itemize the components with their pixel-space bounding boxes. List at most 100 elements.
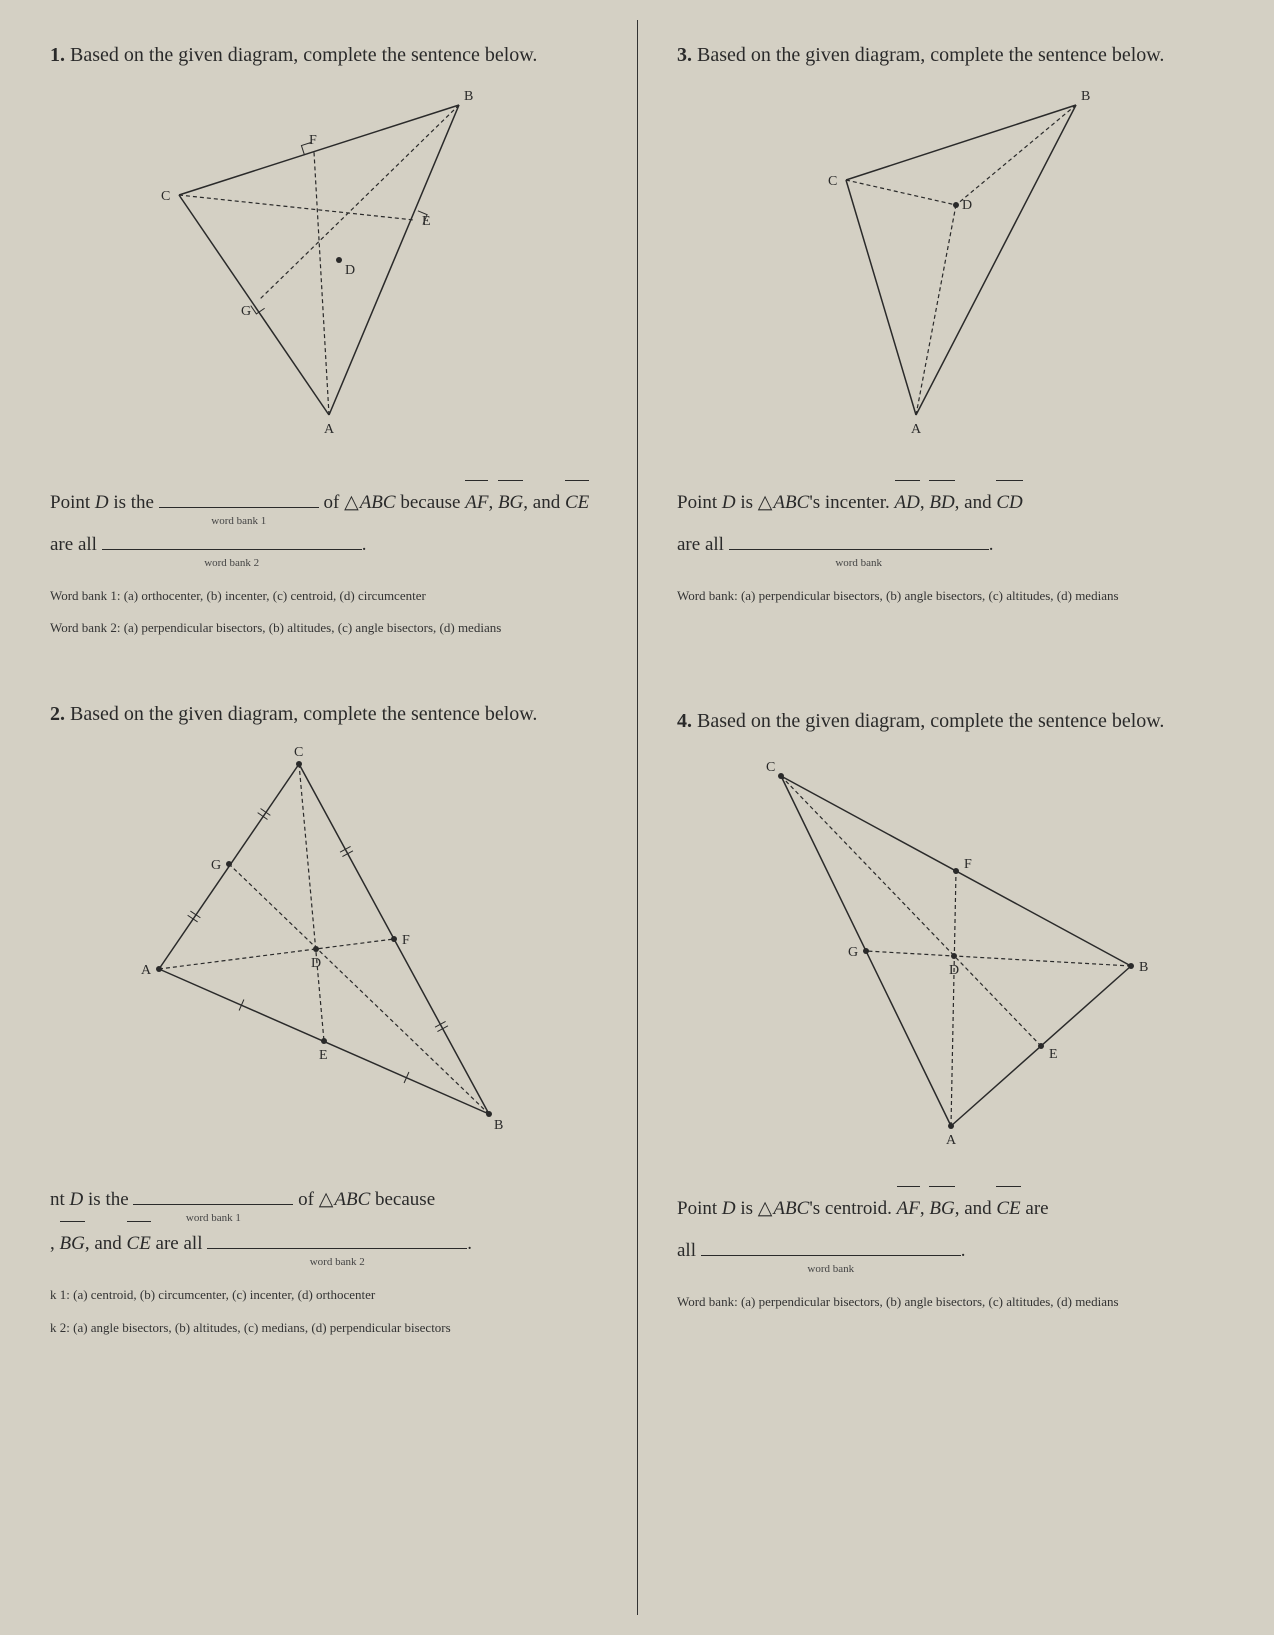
- problem-number: 2.: [50, 703, 65, 725]
- text: is the: [83, 1189, 133, 1210]
- segment-AF: AF: [465, 480, 488, 524]
- triangle-diagram-3: A B C D: [786, 85, 1126, 445]
- segment-CE: CE: [127, 1221, 151, 1265]
- diagram-container: A B C G E F D: [677, 751, 1234, 1156]
- right-column: 3. Based on the given diagram, complete …: [637, 0, 1274, 1635]
- text: 's centroid.: [809, 1198, 896, 1219]
- point-D: D: [722, 492, 736, 513]
- segment-CD: CD: [996, 480, 1022, 524]
- svg-text:G: G: [241, 304, 251, 319]
- triangle-diagram-2: ABCGEFD: [139, 744, 519, 1144]
- text: are: [1021, 1198, 1049, 1219]
- fill-sentence: Point D is ABC's centroid. AF, BG, and C…: [677, 1186, 1234, 1272]
- triangle-ABC: ABC: [758, 1198, 810, 1219]
- blank-2[interactable]: word bank 2: [207, 1228, 467, 1249]
- svg-text:E: E: [1049, 1047, 1058, 1062]
- word-bank-2: k 2: (a) angle bisectors, (b) altitudes,…: [50, 1318, 607, 1339]
- segment-BG: BG: [498, 480, 523, 524]
- point-D: D: [722, 1198, 736, 1219]
- text: Point: [677, 1198, 722, 1219]
- svg-text:B: B: [1139, 960, 1148, 975]
- text: are all: [677, 534, 729, 555]
- fill-sentence: Point D is ABC's incenter. AD, BD, and C…: [677, 480, 1234, 566]
- svg-text:A: A: [324, 422, 335, 437]
- text: Point: [50, 492, 95, 513]
- text: of: [319, 492, 344, 513]
- svg-text:F: F: [402, 933, 410, 948]
- problem-number: 3.: [677, 44, 692, 66]
- text: are all: [151, 1233, 207, 1254]
- blank-label: word bank: [807, 1257, 854, 1281]
- svg-text:D: D: [949, 963, 959, 978]
- svg-text:B: B: [464, 89, 473, 104]
- blank-label: word bank 2: [204, 551, 259, 575]
- problem-number: 4.: [677, 710, 692, 732]
- svg-text:B: B: [1081, 89, 1090, 104]
- prompt: 3. Based on the given diagram, complete …: [677, 40, 1234, 70]
- blank-1[interactable]: word bank 1: [133, 1184, 293, 1205]
- svg-text:D: D: [345, 263, 355, 278]
- text: nt: [50, 1189, 70, 1210]
- svg-text:G: G: [848, 945, 858, 960]
- problem-number: 1.: [50, 44, 65, 66]
- diagram-container: ABCGEFD: [50, 744, 607, 1149]
- left-column: 1. Based on the given diagram, complete …: [0, 0, 637, 1635]
- segment-BD: BD: [929, 480, 954, 524]
- svg-text:F: F: [964, 857, 972, 872]
- segment-CE: CE: [996, 1186, 1020, 1230]
- svg-text:C: C: [294, 745, 303, 760]
- svg-text:E: E: [422, 214, 431, 229]
- text: all: [677, 1240, 701, 1261]
- svg-text:C: C: [766, 760, 775, 775]
- text: of: [293, 1189, 318, 1210]
- svg-text:D: D: [962, 198, 972, 213]
- word-bank-1: k 1: (a) centroid, (b) circumcenter, (c)…: [50, 1285, 607, 1306]
- text: is: [736, 492, 758, 513]
- prompt: 4. Based on the given diagram, complete …: [677, 706, 1234, 736]
- problem-1: 1. Based on the given diagram, complete …: [50, 40, 607, 639]
- segment-CE: CE: [565, 480, 589, 524]
- text: because: [370, 1189, 435, 1210]
- worksheet-page: 1. Based on the given diagram, complete …: [0, 0, 1274, 1635]
- blank-1[interactable]: word bank 1: [159, 487, 319, 508]
- blank-2[interactable]: word bank 2: [102, 529, 362, 550]
- word-bank: Word bank: (a) perpendicular bisectors, …: [677, 586, 1234, 607]
- prompt-text: Based on the given diagram, complete the…: [70, 44, 537, 66]
- fill-sentence: nt D is the word bank 1 of ABC because ,…: [50, 1179, 607, 1265]
- prompt: 2. Based on the given diagram, complete …: [50, 699, 607, 729]
- text: , and: [955, 1198, 997, 1219]
- svg-text:A: A: [946, 1133, 957, 1148]
- triangle-ABC: ABC: [344, 492, 396, 513]
- diagram-container: ABCFGED: [50, 85, 607, 450]
- svg-text:C: C: [828, 174, 837, 189]
- svg-text:A: A: [911, 422, 922, 437]
- svg-text:G: G: [211, 858, 221, 873]
- column-divider: [637, 20, 638, 1615]
- word-bank-2: Word bank 2: (a) perpendicular bisectors…: [50, 618, 607, 639]
- segment-AF: AF: [897, 1186, 920, 1230]
- text: , and: [85, 1233, 127, 1254]
- svg-text:B: B: [494, 1118, 503, 1133]
- svg-text:F: F: [309, 133, 317, 148]
- text: are all: [50, 534, 102, 555]
- text: because: [396, 492, 466, 513]
- triangle-diagram-1: ABCFGED: [149, 85, 509, 445]
- blank[interactable]: word bank: [729, 529, 989, 550]
- blank-label: word bank: [835, 551, 882, 575]
- blank-label: word bank 1: [186, 1206, 241, 1230]
- svg-text:D: D: [311, 956, 321, 971]
- segment-BG: BG: [929, 1186, 954, 1230]
- prompt-text: Based on the given diagram, complete the…: [697, 710, 1164, 732]
- diagram-container: A B C D: [677, 85, 1234, 450]
- prompt-text: Based on the given diagram, complete the…: [70, 703, 537, 725]
- svg-text:A: A: [141, 963, 152, 978]
- triangle-ABC: ABC: [319, 1189, 371, 1210]
- point-D: D: [70, 1189, 84, 1210]
- text: , and: [523, 492, 565, 513]
- text: Point: [677, 492, 722, 513]
- blank[interactable]: word bank: [701, 1235, 961, 1256]
- blank-label: word bank 2: [310, 1250, 365, 1274]
- triangle-diagram-4: A B C G E F D: [746, 751, 1166, 1151]
- text: , and: [955, 492, 997, 513]
- segment-BG: BG: [60, 1221, 85, 1265]
